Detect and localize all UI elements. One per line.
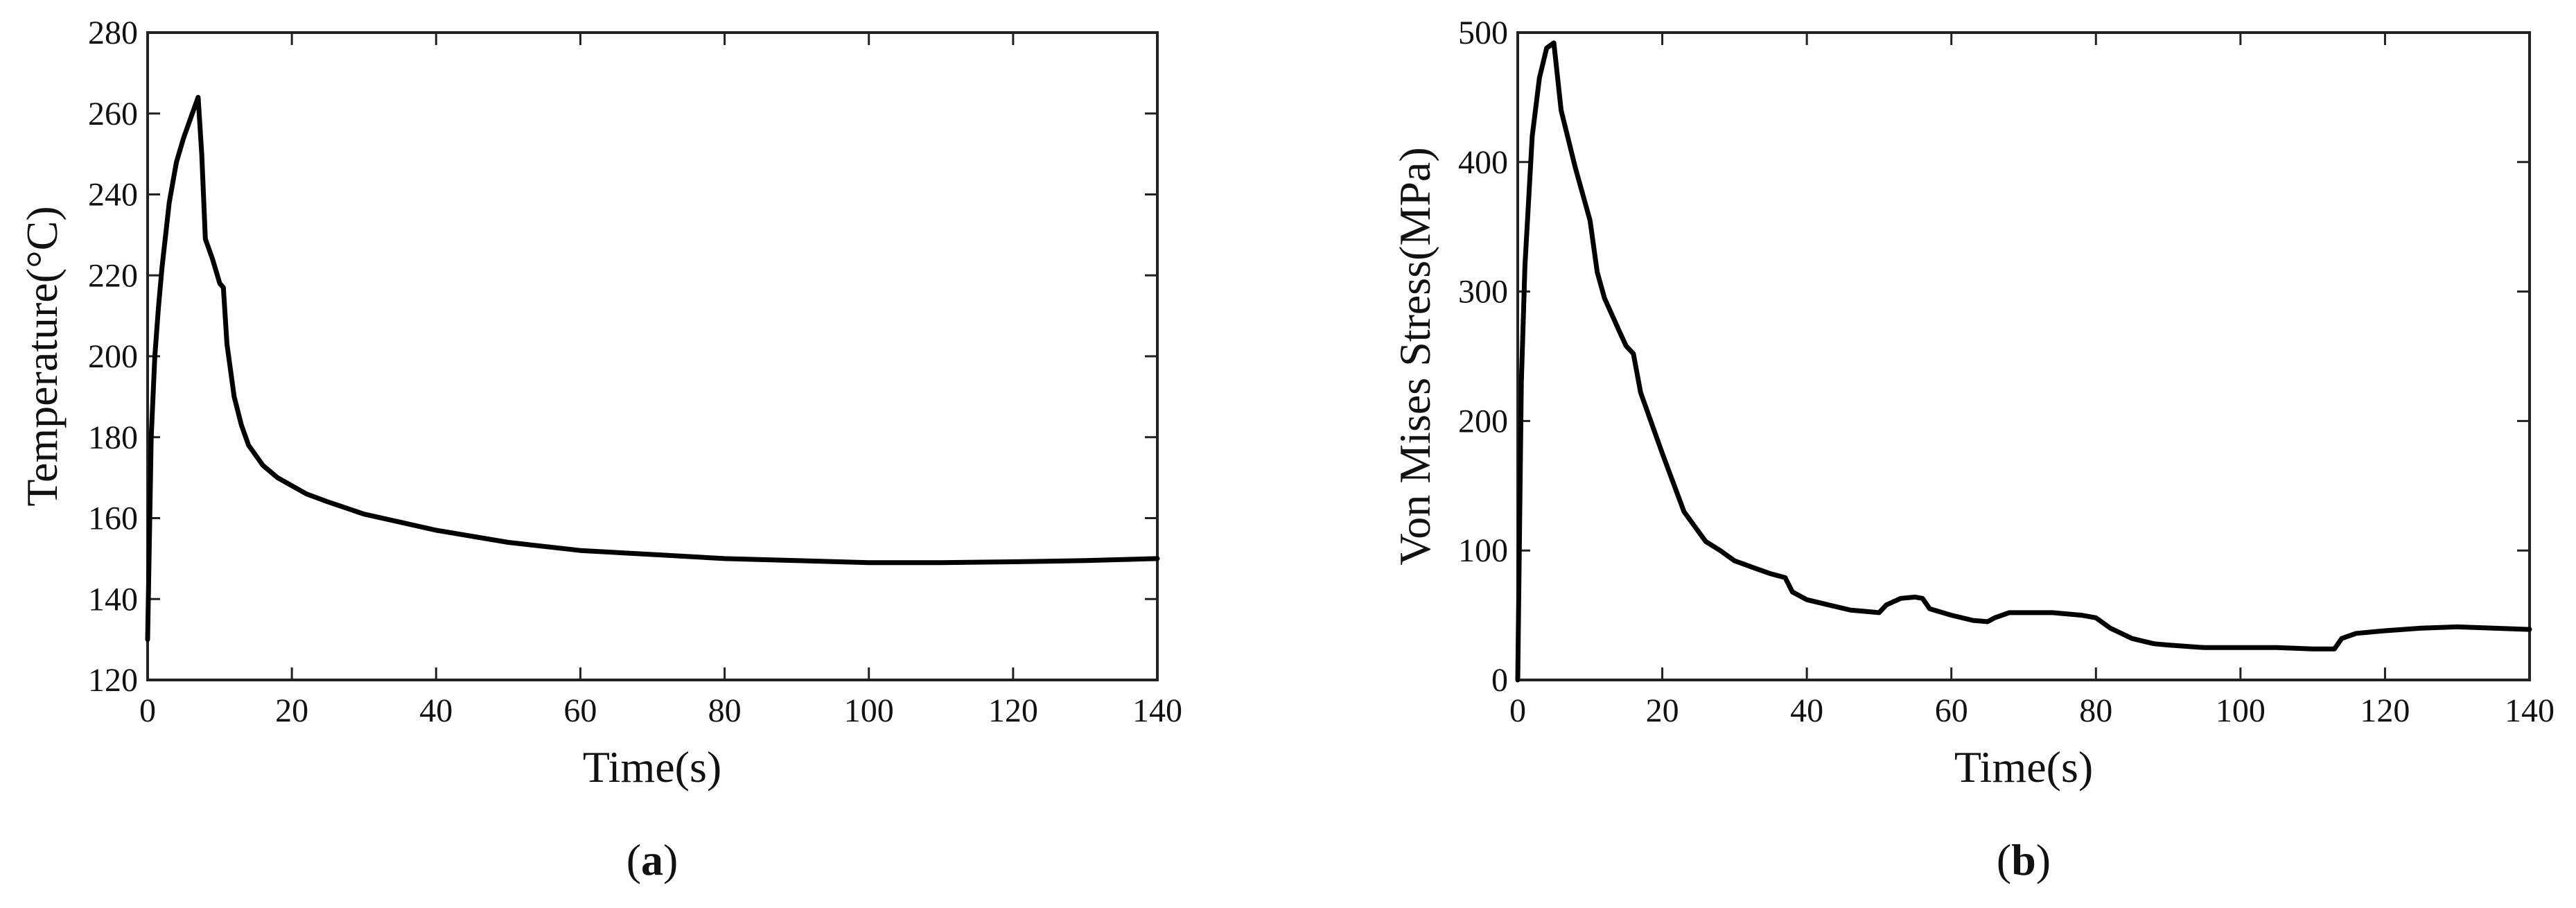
y-tick-label: 0 [1491,662,1508,699]
y-tick-label: 500 [1458,15,1508,51]
x-tick-label: 80 [2079,692,2112,729]
x-tick-labels: 0 20 40 60 80 100 120 140 [1509,33,2555,729]
x-axis-title: Time(s) [583,742,721,792]
x-axis-title: Time(s) [1954,742,2093,792]
y-tick-label: 400 [1458,144,1508,181]
x-tick-label: 60 [563,692,597,729]
caption-b: (b) [1997,835,2051,884]
x-tick-labels: 0 20 40 60 80 100 120 140 [139,33,1182,729]
y-tick-label: 300 [1458,274,1508,311]
x-tick-label: 120 [2360,692,2410,729]
y-axis-title: Von Mises Stress(MPa) [1390,147,1439,565]
x-tick-label: 0 [1509,692,1526,729]
y-tick-label: 160 [88,500,138,537]
x-tick-label: 40 [1790,692,1823,729]
caption-letter-b: b [2011,835,2036,884]
y-tick-label: 200 [1458,403,1508,439]
y-tick-label: 240 [88,177,138,213]
y-tick-label: 180 [88,419,138,456]
y-tick-label: 220 [88,257,138,294]
temperature-curve [145,94,1160,643]
x-tick-label: 120 [988,692,1038,729]
x-tick-label: 140 [1132,692,1182,729]
y-axis-title: Temperature(°C) [17,206,67,506]
x-tick-label: 20 [1646,692,1679,729]
x-tick-label: 40 [419,692,453,729]
stress-curve [1515,40,2532,683]
x-tick-label: 60 [1935,692,1968,729]
y-tick-label: 140 [88,581,138,618]
chart-panel-b: 0 20 40 60 80 100 120 140 0 100 200 300 400 500 Time… [1390,15,2555,884]
x-tick-label: 80 [708,692,742,729]
y-tick-labels: 0 100 200 300 400 500 [1458,15,2530,699]
y-tick-label: 260 [88,96,138,132]
y-tick-label: 200 [88,338,138,375]
y-tick-label: 280 [88,15,138,51]
x-tick-label: 140 [2505,692,2555,729]
y-tick-labels: 120 140 160 180 200 220 240 260 280 [88,15,1157,699]
x-tick-label: 20 [275,692,308,729]
caption-a: (a) [627,835,678,884]
chart-panel-a: 0 20 40 60 80 100 120 140 120 140 160 180 200 220 240… [17,15,1182,884]
plot-frame [1516,31,2531,681]
plot-frame [146,31,1159,681]
x-tick-label: 100 [844,692,894,729]
x-tick-label: 0 [139,692,156,729]
x-tick-label: 100 [2216,692,2266,729]
y-tick-label: 100 [1458,532,1508,569]
y-tick-label: 120 [88,662,138,699]
caption-letter-a: a [641,835,663,884]
